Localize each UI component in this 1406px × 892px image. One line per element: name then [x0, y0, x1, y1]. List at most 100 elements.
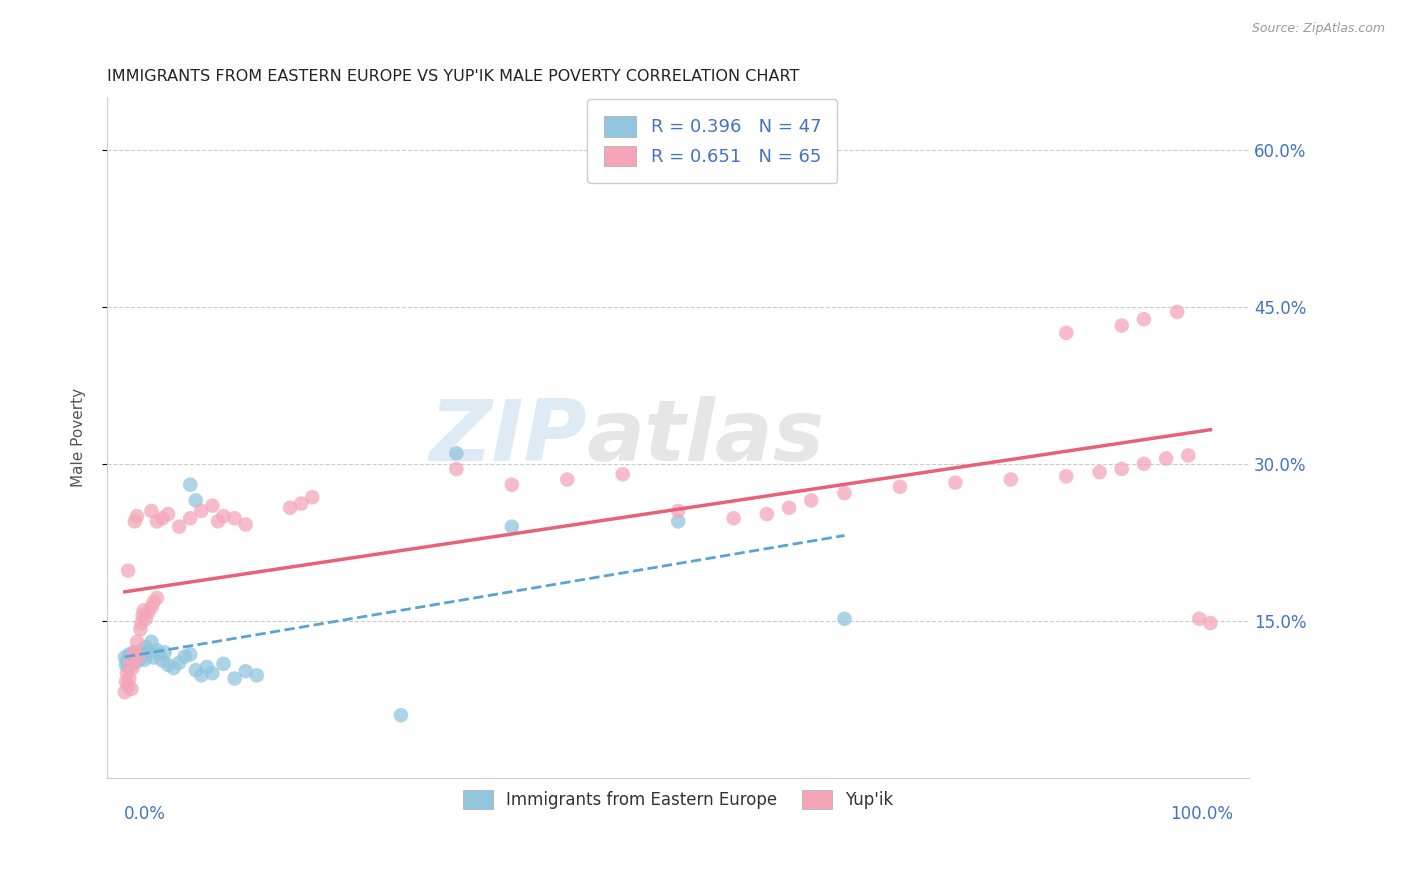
Point	[666, 504, 689, 518]
Text: 0.0%: 0.0%	[124, 805, 166, 823]
Point	[162, 661, 184, 675]
Point	[114, 685, 136, 699]
Point	[834, 612, 856, 626]
Point	[146, 643, 169, 657]
Point	[142, 595, 165, 609]
Point	[122, 648, 145, 662]
Point	[1154, 451, 1177, 466]
Y-axis label: Male Poverty: Male Poverty	[72, 388, 86, 487]
Point	[167, 656, 190, 670]
Point	[121, 681, 143, 696]
Point	[115, 666, 138, 681]
Point	[141, 504, 163, 518]
Point	[142, 650, 165, 665]
Point	[612, 467, 634, 482]
Point	[167, 519, 190, 533]
Point	[125, 635, 148, 649]
Point	[235, 664, 257, 678]
Point	[117, 679, 139, 693]
Point	[235, 517, 257, 532]
Point	[173, 649, 195, 664]
Point	[1088, 465, 1111, 479]
Point	[179, 477, 201, 491]
Point	[127, 649, 149, 664]
Point	[446, 446, 468, 460]
Point	[889, 480, 911, 494]
Point	[157, 507, 180, 521]
Point	[1054, 469, 1077, 483]
Point	[224, 672, 246, 686]
Point	[195, 660, 218, 674]
Point	[135, 640, 157, 654]
Point	[945, 475, 967, 490]
Legend: Immigrants from Eastern Europe, Yup'ik: Immigrants from Eastern Europe, Yup'ik	[454, 781, 903, 817]
Point	[1000, 473, 1022, 487]
Text: ZIP: ZIP	[429, 396, 586, 479]
Point	[127, 650, 149, 665]
Point	[1188, 612, 1211, 626]
Point	[1111, 462, 1133, 476]
Point	[117, 660, 139, 674]
Point	[146, 591, 169, 605]
Point	[131, 608, 153, 623]
Point	[118, 648, 141, 662]
Point	[207, 515, 229, 529]
Point	[389, 708, 412, 723]
Point	[723, 511, 745, 525]
Point	[122, 645, 145, 659]
Point	[146, 515, 169, 529]
Point	[120, 656, 142, 670]
Point	[278, 500, 301, 515]
Point	[778, 500, 800, 515]
Point	[120, 656, 142, 670]
Point	[131, 646, 153, 660]
Point	[501, 477, 523, 491]
Point	[201, 499, 224, 513]
Point	[290, 497, 312, 511]
Point	[125, 648, 148, 662]
Point	[212, 657, 235, 671]
Point	[114, 650, 136, 665]
Point	[129, 622, 152, 636]
Point	[131, 643, 153, 657]
Point	[152, 511, 174, 525]
Point	[121, 661, 143, 675]
Point	[246, 668, 269, 682]
Point	[190, 504, 212, 518]
Text: IMMIGRANTS FROM EASTERN EUROPE VS YUP'IK MALE POVERTY CORRELATION CHART: IMMIGRANTS FROM EASTERN EUROPE VS YUP'IK…	[107, 69, 800, 84]
Point	[800, 493, 823, 508]
Point	[115, 657, 138, 672]
Text: Source: ZipAtlas.com: Source: ZipAtlas.com	[1251, 22, 1385, 36]
Point	[755, 507, 778, 521]
Point	[666, 515, 689, 529]
Point	[1111, 318, 1133, 333]
Point	[148, 648, 170, 662]
Point	[179, 648, 201, 662]
Point	[224, 511, 246, 525]
Point	[136, 645, 159, 659]
Point	[124, 650, 146, 665]
Point	[201, 666, 224, 681]
Point	[184, 493, 207, 508]
Point	[1199, 615, 1222, 630]
Point	[141, 635, 163, 649]
Point	[125, 509, 148, 524]
Point	[157, 657, 180, 672]
Point	[1166, 305, 1188, 319]
Point	[131, 615, 153, 630]
Point	[153, 645, 176, 659]
Point	[121, 657, 143, 671]
Point	[129, 651, 152, 665]
Point	[115, 654, 138, 668]
Point	[124, 645, 146, 659]
Point	[132, 648, 155, 663]
Point	[117, 564, 139, 578]
Point	[128, 644, 150, 658]
Point	[190, 668, 212, 682]
Point	[125, 655, 148, 669]
Point	[1054, 326, 1077, 340]
Point	[134, 653, 156, 667]
Point	[118, 672, 141, 686]
Point	[501, 519, 523, 533]
Point	[115, 674, 138, 689]
